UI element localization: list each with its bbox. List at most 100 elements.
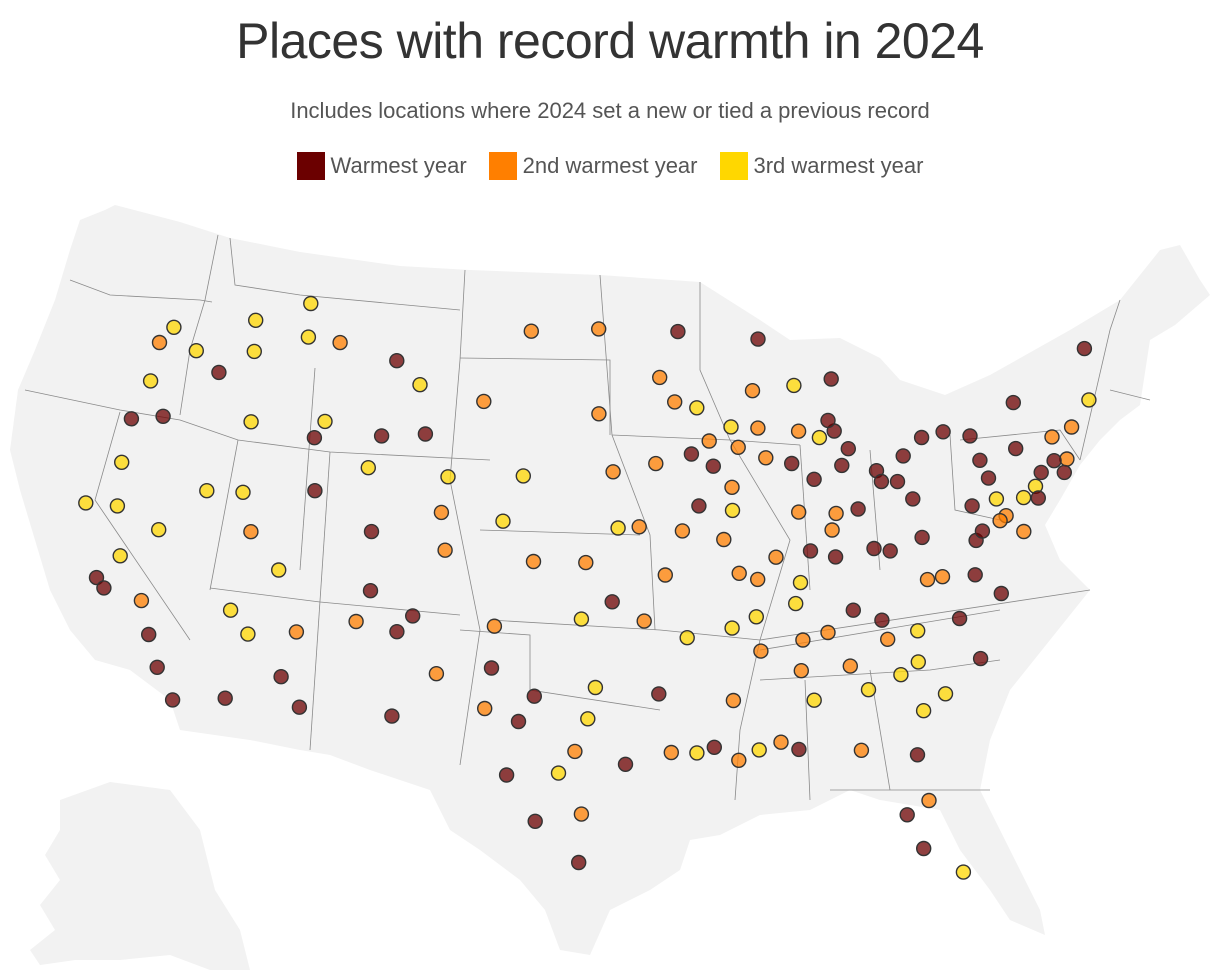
location-marker[interactable]: Farmington: [362, 583, 379, 599]
location-marker[interactable]: Dayton: [828, 505, 844, 522]
location-marker[interactable]: Saginaw: [820, 412, 836, 429]
location-marker[interactable]: Rapid City: [476, 393, 492, 410]
location-marker[interactable]: Rochester NY: [935, 424, 951, 440]
location-marker[interactable]: Charleston: [937, 686, 954, 702]
location-marker[interactable]: Yuma: [217, 690, 233, 706]
location-marker[interactable]: Madison: [723, 419, 739, 435]
location-marker[interactable]: Fort Wayne: [806, 471, 822, 487]
location-marker[interactable]: Tulsa: [604, 594, 620, 610]
location-marker[interactable]: Nashville: [788, 595, 804, 612]
location-marker[interactable]: Memphis: [724, 620, 740, 636]
location-marker[interactable]: Spokane: [247, 312, 264, 329]
location-marker[interactable]: Paducah: [750, 571, 766, 588]
location-marker[interactable]: Atlantic City: [1016, 523, 1032, 540]
location-marker[interactable]: Youngstown: [889, 473, 906, 490]
location-marker[interactable]: Rochester MN: [667, 394, 683, 410]
location-marker[interactable]: Miami: [955, 864, 972, 880]
location-marker[interactable]: Fargo: [591, 321, 607, 337]
location-marker[interactable]: Pensacola: [791, 741, 807, 758]
location-marker[interactable]: San Antonio: [550, 765, 567, 781]
location-marker[interactable]: Allentown: [988, 491, 1005, 507]
location-marker[interactable]: La Crosse: [689, 400, 705, 416]
location-marker[interactable]: Tupelo: [753, 643, 769, 659]
location-marker[interactable]: Austin: [567, 743, 583, 760]
location-marker[interactable]: Sacramento: [112, 548, 128, 564]
location-marker[interactable]: Montgomery: [806, 692, 822, 708]
location-marker[interactable]: Seattle: [166, 319, 182, 336]
location-marker[interactable]: Wichita: [578, 554, 594, 571]
location-marker[interactable]: Knoxville: [845, 602, 861, 618]
location-marker[interactable]: Portland: [142, 373, 159, 389]
location-marker[interactable]: Charleston WV: [882, 543, 898, 559]
location-marker[interactable]: Eureka: [78, 495, 94, 511]
location-marker[interactable]: Lynchburg: [934, 569, 951, 585]
location-marker[interactable]: Omaha: [605, 464, 621, 480]
location-marker[interactable]: El Paso: [384, 708, 400, 724]
location-marker[interactable]: Los Angeles: [149, 659, 165, 675]
location-marker[interactable]: Kalispell: [303, 295, 319, 312]
location-marker[interactable]: Grand Rapids: [790, 423, 807, 439]
location-marker[interactable]: Roswell: [428, 666, 445, 682]
location-marker[interactable]: Lake Charles: [663, 744, 679, 761]
location-marker[interactable]: Hartford: [1033, 464, 1049, 481]
location-marker[interactable]: Columbus: [850, 501, 866, 517]
location-marker[interactable]: Baltimore: [974, 523, 991, 539]
location-marker[interactable]: Fort Smith: [636, 613, 652, 629]
location-marker[interactable]: Providence: [1056, 464, 1073, 481]
location-marker[interactable]: Boston: [1059, 451, 1075, 467]
location-marker[interactable]: Gallup: [348, 613, 364, 630]
location-marker[interactable]: Pueblo: [437, 542, 453, 558]
location-marker[interactable]: Albany: [1008, 440, 1024, 457]
location-marker[interactable]: Albuquerque: [389, 624, 405, 640]
location-marker[interactable]: Norfolk: [993, 585, 1009, 602]
location-marker[interactable]: New York: [1015, 489, 1032, 506]
location-marker[interactable]: Waco: [580, 711, 596, 727]
location-marker[interactable]: Greenville SC: [880, 631, 896, 647]
location-marker[interactable]: Atlanta: [842, 658, 858, 674]
location-marker[interactable]: Toledo: [834, 457, 850, 474]
location-marker[interactable]: Pocatello: [306, 429, 323, 446]
location-marker[interactable]: Baton Rouge: [706, 739, 722, 755]
location-marker[interactable]: Midland: [477, 700, 493, 717]
location-marker[interactable]: Savannah: [915, 703, 932, 719]
location-marker[interactable]: Cedar City: [271, 562, 287, 578]
location-marker[interactable]: Topeka: [610, 520, 626, 536]
location-marker[interactable]: Cincinnati: [824, 522, 840, 538]
location-marker[interactable]: Charlotte: [910, 623, 926, 639]
location-marker[interactable]: Flagstaff: [288, 624, 305, 640]
location-marker[interactable]: South Bend: [784, 455, 800, 472]
location-marker[interactable]: Bakersfield: [140, 626, 157, 643]
location-marker[interactable]: Tampa: [899, 807, 915, 823]
location-marker[interactable]: Peoria: [724, 479, 740, 495]
location-marker[interactable]: Mobile: [773, 734, 789, 750]
location-marker[interactable]: San Jose: [96, 580, 112, 596]
location-marker[interactable]: Houston: [617, 756, 634, 772]
location-marker[interactable]: Jackson: [725, 692, 742, 709]
location-marker[interactable]: Dubuque: [701, 433, 717, 449]
location-marker[interactable]: Lafayette: [689, 745, 705, 761]
location-marker[interactable]: Syracuse: [962, 428, 978, 444]
location-marker[interactable]: Kingman: [240, 626, 256, 642]
location-marker[interactable]: Grand Junction: [363, 523, 380, 540]
location-marker[interactable]: Medford: [113, 454, 130, 470]
location-marker[interactable]: Laredo: [527, 813, 543, 829]
location-marker[interactable]: Cheyenne: [440, 469, 456, 485]
location-marker[interactable]: Denver: [433, 504, 450, 521]
location-marker[interactable]: Lewiston: [246, 343, 263, 360]
location-marker[interactable]: Buffalo: [913, 429, 930, 446]
location-marker[interactable]: Chattanooga: [820, 624, 836, 641]
location-marker[interactable]: Moline: [705, 458, 721, 474]
location-marker[interactable]: Milwaukee: [750, 420, 766, 436]
location-marker[interactable]: Olympia: [151, 334, 168, 351]
location-marker[interactable]: Bismarck: [523, 323, 539, 339]
location-marker[interactable]: Abilene: [526, 688, 542, 704]
location-marker[interactable]: Lander: [373, 428, 390, 444]
location-marker[interactable]: Amarillo: [486, 618, 503, 634]
location-marker[interactable]: Oklahoma City: [573, 611, 590, 627]
location-marker[interactable]: Erie: [895, 448, 911, 464]
location-marker[interactable]: Evansville: [768, 549, 784, 565]
location-marker[interactable]: Cape Girardeau: [731, 565, 747, 581]
location-marker[interactable]: Rock Springs: [360, 460, 376, 476]
location-marker[interactable]: Worcester: [1046, 453, 1062, 469]
location-marker[interactable]: Cedar Rapids: [683, 446, 700, 462]
